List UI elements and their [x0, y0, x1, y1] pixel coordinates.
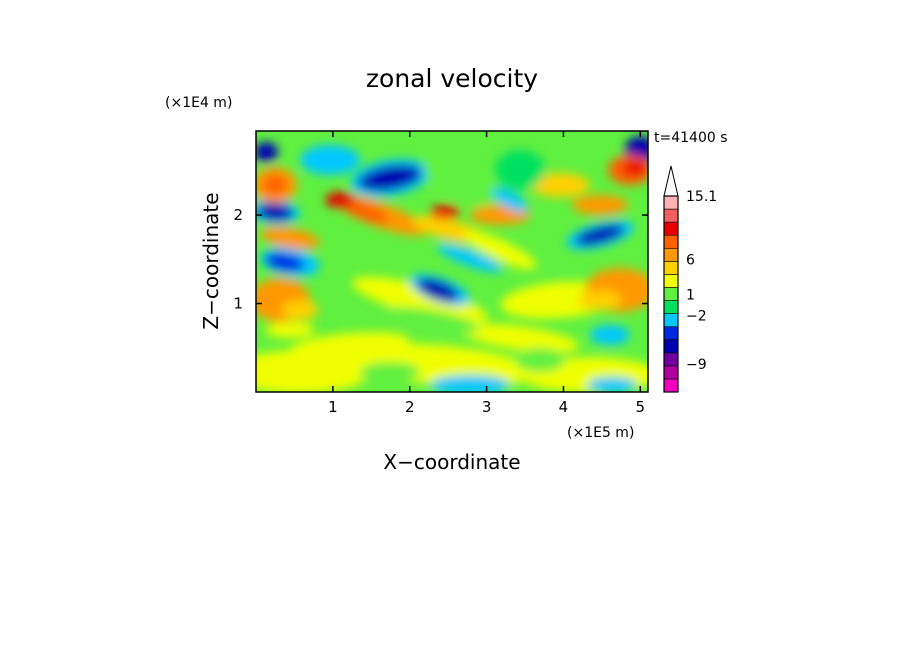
- x-tick-label: 1: [328, 398, 338, 416]
- colorbar-swatch: [663, 195, 679, 210]
- y-axis: 12: [233, 206, 648, 313]
- colorbar-label: −2: [686, 308, 707, 324]
- y-multiplier-label: (×1E4 m): [165, 95, 232, 111]
- x-tick-label: 4: [559, 398, 569, 416]
- colorbar-overflow-arrow: [663, 165, 679, 197]
- x-axis: 1 2 3 4 5: [328, 131, 645, 416]
- x-multiplier-label: (×1E5 m): [567, 425, 634, 441]
- colorbar-swatch: [663, 300, 679, 314]
- x-axis-label: X−coordinate: [383, 450, 520, 474]
- colorbar-frame: [663, 195, 679, 393]
- colorbar-label: 1: [686, 287, 695, 303]
- colorbar-label: 6: [686, 252, 695, 268]
- colorbar-swatch: [663, 339, 679, 354]
- plot-frame: [255, 130, 649, 393]
- colorbar-swatch: [663, 326, 679, 341]
- colorbar-swatch: [663, 352, 679, 367]
- heatmap-field: [256, 131, 648, 392]
- colorbar-swatch: [663, 274, 679, 288]
- colorbar-swatch: [663, 313, 679, 327]
- colorbar-label: −9: [686, 357, 707, 373]
- x-tick-label: 5: [636, 398, 646, 416]
- x-tick-label: 3: [482, 398, 492, 416]
- colorbar-swatch: [663, 261, 679, 275]
- time-label: t=41400 s: [654, 130, 728, 146]
- y-tick-label: 2: [233, 206, 243, 224]
- colorbar-label: 15.1: [686, 189, 717, 205]
- x-tick-label: 2: [405, 398, 415, 416]
- colorbar-swatch: [663, 378, 679, 393]
- colorbar-swatch: [663, 208, 679, 223]
- colorbar-swatch: [663, 365, 679, 380]
- colorbar-swatch: [663, 287, 679, 301]
- chart-title: zonal velocity: [366, 64, 538, 93]
- colorbar-swatch: [663, 221, 679, 236]
- colorbar-swatch: [663, 247, 679, 262]
- y-axis-label: Z−coordinate: [199, 192, 223, 329]
- y-tick-label: 1: [233, 295, 243, 313]
- colorbar: 15.1 6 1 −2 −9: [663, 165, 717, 393]
- colorbar-swatch: [663, 234, 679, 249]
